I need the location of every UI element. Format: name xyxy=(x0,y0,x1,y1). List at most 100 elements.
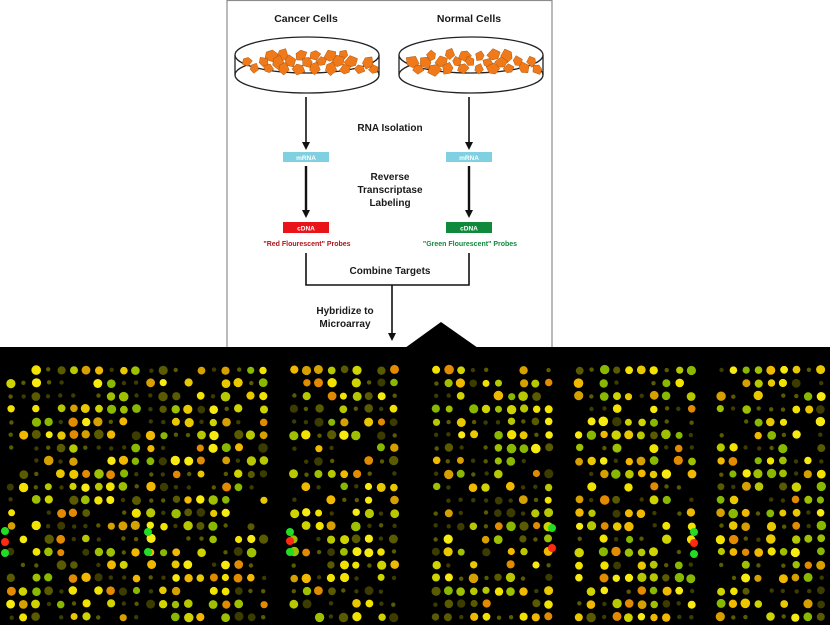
microarray-spot xyxy=(600,364,610,375)
microarray-spot xyxy=(392,433,397,438)
microarray-spot xyxy=(639,536,644,541)
microarray-spot xyxy=(730,406,736,411)
microarray-spot xyxy=(367,563,372,568)
microarray-spot xyxy=(173,485,179,490)
microarray-spot xyxy=(662,574,670,582)
microarray-spot xyxy=(769,407,774,412)
microarray-spot xyxy=(459,576,464,581)
microarray-spot xyxy=(688,457,696,466)
microarray-spot xyxy=(782,524,787,529)
microarray-spot xyxy=(159,586,167,595)
microarray-spot xyxy=(302,599,312,609)
microarray-spot xyxy=(650,418,658,427)
cell-shape xyxy=(291,63,306,76)
microarray-spot xyxy=(377,548,385,556)
microarray-spot xyxy=(434,446,439,451)
microarray-spot xyxy=(742,379,751,388)
microarray-spot xyxy=(651,381,656,386)
microarray-spot xyxy=(519,612,528,621)
microarray-spot xyxy=(508,615,514,620)
microarray-spot xyxy=(209,405,218,415)
microarray-spot xyxy=(612,509,621,518)
microarray-spot xyxy=(82,417,91,427)
microarray-spot xyxy=(803,599,813,609)
microarray-spot xyxy=(364,417,374,427)
microarray-spot xyxy=(44,573,53,582)
microarray-spot xyxy=(211,367,217,372)
microarray-spot xyxy=(258,443,268,453)
microarray-spot xyxy=(545,573,553,581)
microarray-spot xyxy=(196,508,206,517)
microarray-spot xyxy=(131,457,140,465)
microarray-spot xyxy=(673,455,683,465)
microarray-spot xyxy=(716,405,724,413)
microarray-spot xyxy=(649,366,658,375)
microarray-spot xyxy=(186,536,191,541)
microarray-spot xyxy=(211,485,216,490)
microarray-spot xyxy=(69,430,79,439)
microarray-spot xyxy=(614,380,619,385)
microarray-spot xyxy=(96,615,101,620)
microarray-spot xyxy=(456,587,465,596)
microarray-spot xyxy=(33,485,38,490)
microarray-spot xyxy=(390,495,399,505)
microarray-spot xyxy=(389,455,399,466)
microarray-spot xyxy=(57,521,66,530)
microarray-spot xyxy=(688,432,693,438)
microarray-spot xyxy=(716,391,726,401)
control-spot xyxy=(1,527,9,535)
microarray-spot xyxy=(259,418,268,427)
cell-shape xyxy=(526,55,536,68)
microarray-spot xyxy=(352,599,361,608)
mrna-label-right: mRNA xyxy=(459,155,479,162)
microarray-spot xyxy=(779,482,788,491)
microarray-spot xyxy=(521,458,526,464)
microarray-spot xyxy=(624,613,633,622)
microarray-spot xyxy=(377,366,386,375)
microarray-spot xyxy=(209,573,218,582)
microarray-spot xyxy=(68,586,78,595)
microarray-spot xyxy=(364,534,373,543)
microarray-spot xyxy=(494,522,503,531)
microarray-spot xyxy=(340,560,349,570)
microarray-spot xyxy=(816,405,825,414)
microarray-spot xyxy=(754,482,764,491)
microarray-spot xyxy=(506,443,517,454)
microarray-spot xyxy=(223,523,228,528)
microarray-spot xyxy=(340,365,349,374)
microarray-spot xyxy=(378,613,386,621)
microarray-spot xyxy=(8,509,16,517)
microarray-spot xyxy=(248,563,254,568)
microarray-spot xyxy=(433,523,438,528)
control-spot xyxy=(690,550,698,558)
microarray-spot xyxy=(483,420,488,425)
microarray-spot xyxy=(220,391,231,402)
microarray-spot xyxy=(83,445,88,450)
microarray-spot xyxy=(389,404,398,413)
microarray-spot xyxy=(209,535,217,544)
microarray-spot xyxy=(390,364,399,374)
microarray-spot xyxy=(234,560,244,569)
microarray-spot xyxy=(518,391,528,402)
microarray-spot xyxy=(173,432,179,437)
microarray-spot xyxy=(148,407,153,412)
microarray-spot xyxy=(303,420,309,425)
microarray-spot xyxy=(352,547,362,557)
microarray-spot xyxy=(378,589,384,594)
microarray-spot xyxy=(302,586,312,596)
microarray-spot xyxy=(289,431,299,441)
microarray-spot xyxy=(805,405,814,414)
microarray-spot xyxy=(546,563,551,568)
microarray-spot xyxy=(625,366,633,375)
microarray-spot xyxy=(444,573,453,582)
microarray-spot xyxy=(6,483,14,491)
microarray-spot xyxy=(59,380,64,385)
microarray-spot xyxy=(235,535,243,544)
microarray-spot xyxy=(365,496,373,504)
cell-shape xyxy=(284,54,297,68)
microarray-spot xyxy=(94,573,103,582)
microarray-spot xyxy=(34,471,39,477)
microarray-spot xyxy=(611,430,621,440)
microarray-spot xyxy=(589,394,594,399)
